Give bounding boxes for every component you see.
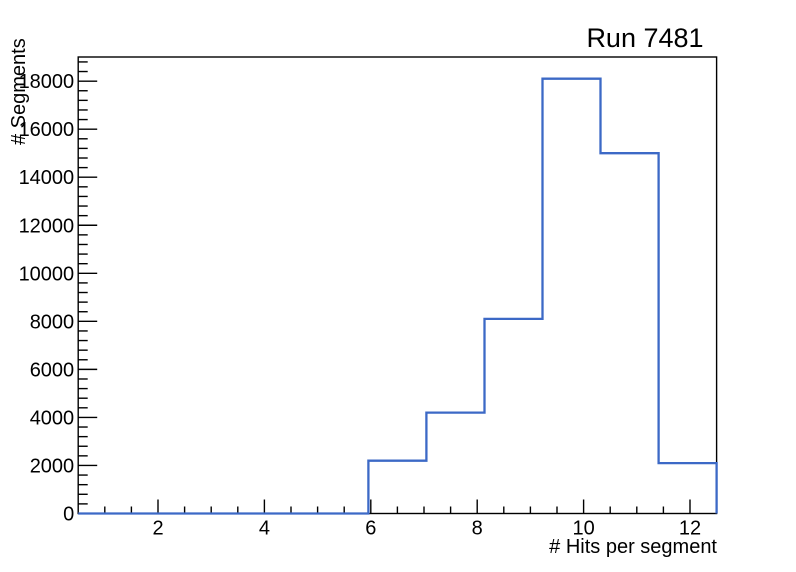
chart-title: Run 7481 (586, 23, 703, 53)
y-tick-label: 2000 (30, 455, 75, 477)
y-tick-label: 18000 (19, 71, 75, 93)
histogram-line (78, 77, 718, 515)
x-tick-label: 10 (572, 518, 594, 540)
y-tick-label: 12000 (19, 215, 75, 237)
y-tick-label: 16000 (19, 119, 75, 141)
y-tick-label: 4000 (30, 407, 75, 429)
y-tick-label: 10000 (19, 263, 75, 285)
histogram-series (78, 77, 718, 515)
y-tick-label: 14000 (19, 167, 75, 189)
y-axis-title: # Segments (8, 38, 30, 145)
x-tick-label: 8 (472, 518, 483, 540)
y-tick-label: 8000 (30, 311, 75, 333)
x-tick-label: 6 (365, 518, 376, 540)
x-tick-label: 2 (152, 518, 163, 540)
y-tick-label: 6000 (30, 359, 75, 381)
x-axis: 2 4 6 8 10 12 (104, 499, 701, 540)
y-axis: 0 2000 4000 6000 8000 10000 12000 14000 16000 180… (19, 61, 98, 526)
y-tick-label: 0 (63, 504, 74, 526)
plot-frame (77, 56, 718, 515)
x-tick-label: 12 (679, 518, 701, 540)
x-tick-label: 4 (259, 518, 270, 540)
x-axis-title: # Hits per segment (549, 536, 717, 558)
